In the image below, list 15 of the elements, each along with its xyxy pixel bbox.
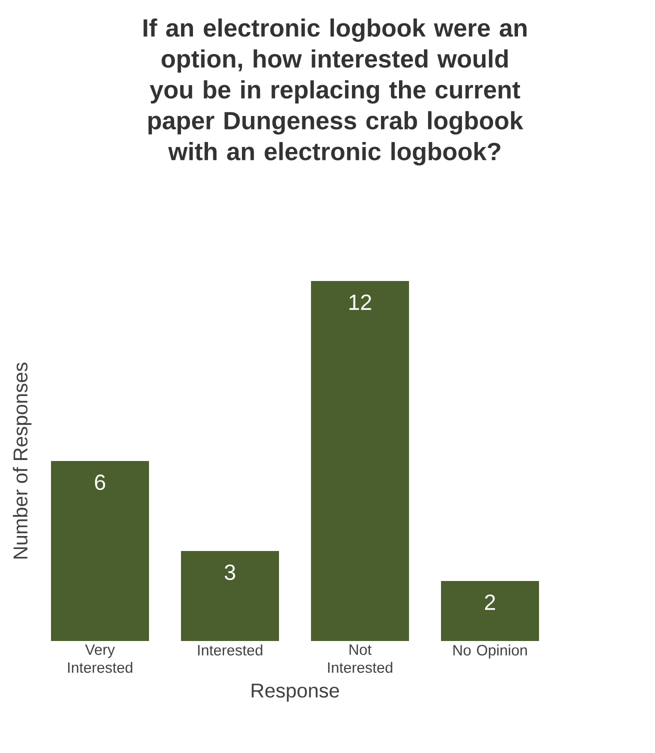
- data-label: 3: [224, 564, 236, 580]
- y-axis-title: Number of Responses: [12, 362, 32, 558]
- x-tick-label: Not Interested: [328, 644, 392, 673]
- data-label: 2: [485, 594, 496, 610]
- data-label: 12: [349, 294, 372, 310]
- data-label: 6: [95, 474, 106, 490]
- chart-title: If an electronic logbook were an option, how interested would you be in replacing the current paper Dungeness crab logbook with an electronic logbook?: [144, 18, 527, 166]
- bar: [181, 550, 280, 641]
- bar: [311, 280, 410, 641]
- bar: [441, 581, 540, 641]
- x-axis-title: Response: [252, 684, 339, 702]
- x-tick-label: Interested: [198, 644, 262, 656]
- bar: [51, 460, 149, 641]
- x-tick-label: No Opinion: [453, 644, 527, 658]
- x-tick-label: Very Interested: [68, 644, 132, 673]
